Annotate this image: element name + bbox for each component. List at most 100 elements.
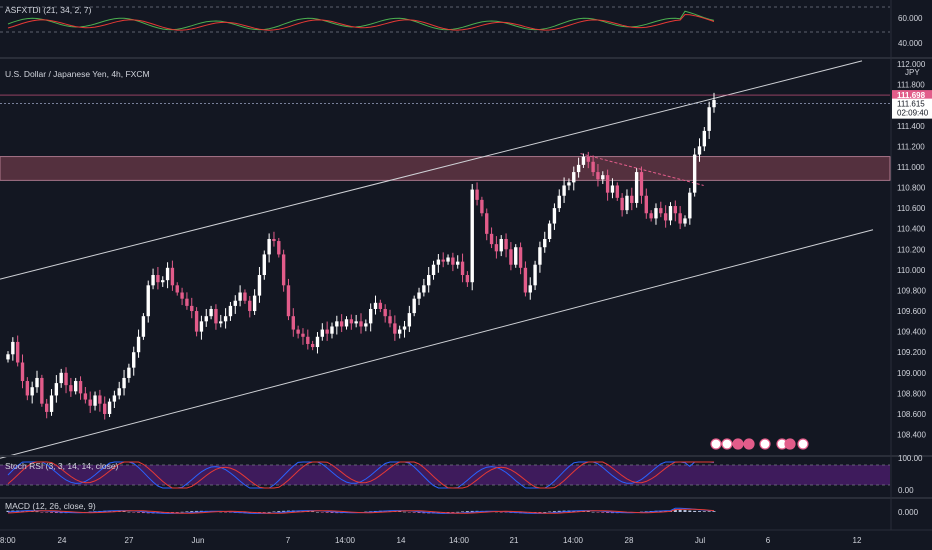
candle-body[interactable] (64, 372, 68, 386)
candle-body[interactable] (446, 257, 450, 262)
candle-body[interactable] (103, 403, 107, 414)
candle-body[interactable] (161, 280, 165, 283)
candle-body[interactable] (683, 218, 687, 224)
candle-body[interactable] (141, 316, 146, 337)
candle-body[interactable] (649, 213, 653, 219)
calendar-icon[interactable] (743, 438, 755, 450)
candle-body[interactable] (98, 395, 102, 404)
candle-body[interactable] (6, 354, 10, 360)
time-axis[interactable]: 8:00 24 27 Jun 7 14:00 14 14:00 21 14:00 28 Jul 6 12 (0, 536, 862, 545)
candle-body[interactable] (654, 208, 658, 219)
candle-body[interactable] (460, 261, 465, 276)
candle-body[interactable] (489, 233, 494, 245)
candle-body[interactable] (349, 319, 354, 324)
candle-body[interactable] (243, 292, 247, 301)
candle-body[interactable] (644, 195, 648, 214)
candle-body[interactable] (325, 329, 329, 334)
price-axis[interactable]: 112.000 111.800 111.400 111.200 111.000 110.8… (892, 60, 932, 440)
candle-body[interactable] (533, 264, 537, 286)
candle-body[interactable] (180, 292, 184, 299)
candle-body[interactable] (692, 154, 697, 193)
candle-body[interactable] (122, 377, 126, 389)
candle-body[interactable] (320, 329, 325, 337)
candle-body[interactable] (20, 362, 25, 382)
candle-body[interactable] (567, 182, 571, 186)
candle-body[interactable] (88, 399, 92, 406)
candle-body[interactable] (528, 285, 532, 293)
calendar-icon[interactable] (732, 438, 744, 450)
candle-body[interactable] (223, 316, 228, 322)
candle-body[interactable] (634, 172, 639, 203)
candle-body[interactable] (485, 213, 489, 234)
candle-body[interactable] (257, 275, 262, 296)
candle-body[interactable] (678, 213, 682, 224)
candle-body[interactable] (393, 323, 397, 334)
candle-body[interactable] (397, 329, 402, 334)
candle-body[interactable] (219, 321, 223, 324)
candle-body[interactable] (344, 319, 349, 327)
candle-body[interactable] (659, 208, 663, 214)
candle-body[interactable] (175, 285, 179, 293)
candle-body[interactable] (199, 321, 204, 332)
dashed-trend-line[interactable] (580, 153, 704, 186)
candle-body[interactable] (630, 195, 634, 203)
candle-body[interactable] (286, 285, 291, 317)
candle-body[interactable] (456, 261, 460, 265)
candle-body[interactable] (228, 305, 233, 317)
candle-body[interactable] (277, 241, 281, 255)
candle-body[interactable] (668, 206, 673, 221)
channel-upper-line[interactable] (0, 60, 863, 280)
candle-body[interactable] (248, 300, 252, 312)
candle-body[interactable] (697, 146, 702, 155)
candle-body[interactable] (383, 308, 387, 317)
candle-body[interactable] (688, 192, 692, 219)
candle-body[interactable] (310, 343, 315, 348)
candle-body[interactable] (615, 185, 619, 198)
candle-body[interactable] (581, 156, 586, 165)
candle-body[interactable] (190, 305, 194, 312)
candle-body[interactable] (233, 300, 237, 306)
candle-body[interactable] (35, 377, 39, 388)
candle-body[interactable] (136, 336, 141, 353)
candle-body[interactable] (185, 298, 189, 306)
candle-body[interactable] (151, 275, 155, 286)
flag-icon[interactable] (759, 438, 771, 450)
candle-body[interactable] (422, 285, 426, 293)
candle-body[interactable] (586, 156, 590, 162)
channel-lower-line[interactable] (0, 229, 874, 459)
candle-body[interactable] (572, 172, 576, 183)
candle-body[interactable] (538, 247, 542, 265)
candle-body[interactable] (262, 254, 266, 276)
candle-body[interactable] (301, 333, 305, 337)
candle-body[interactable] (44, 403, 49, 412)
candle-body[interactable] (625, 195, 629, 211)
price-pane[interactable]: U.S. Dollar / Japanese Yen, 4h, FXCM (0, 60, 891, 459)
candle-body[interactable] (504, 238, 508, 250)
candle-body[interactable] (702, 130, 707, 147)
candle-body[interactable] (11, 341, 15, 355)
candle-body[interactable] (402, 326, 407, 330)
candle-body[interactable] (417, 292, 421, 299)
candle-body[interactable] (364, 323, 368, 327)
candle-body[interactable] (107, 401, 112, 414)
candle-body[interactable] (296, 329, 300, 334)
events-row[interactable] (710, 438, 809, 450)
candle-body[interactable] (69, 385, 73, 392)
candle-body[interactable] (547, 223, 552, 239)
candle-body[interactable] (509, 249, 513, 265)
candle-body[interactable] (562, 185, 566, 196)
candle-body[interactable] (707, 107, 711, 131)
candle-body[interactable] (407, 313, 412, 327)
candle-body[interactable] (673, 206, 678, 214)
calendar-icon[interactable] (784, 438, 796, 450)
candle-body[interactable] (40, 377, 44, 404)
candle-body[interactable] (165, 267, 170, 281)
candle-body[interactable] (639, 172, 644, 196)
candle-body[interactable] (610, 185, 615, 193)
candle-body[interactable] (335, 321, 339, 327)
candle-body[interactable] (465, 275, 470, 283)
asf-pane[interactable]: ASFXTDI (21, 34, 2, 7) 60.000 40.000 (0, 5, 923, 48)
candle-body[interactable] (436, 259, 441, 265)
candle-body[interactable] (480, 199, 484, 214)
candle-body[interactable] (712, 100, 716, 108)
